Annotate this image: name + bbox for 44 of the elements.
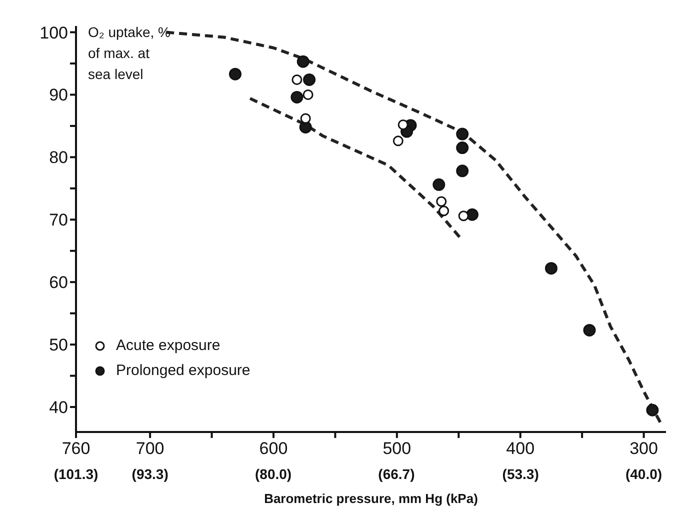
x2-tick-label: (80.0) (254, 466, 292, 482)
legend-label: Acute exposure (116, 336, 220, 356)
point (302, 89, 314, 100)
point (456, 142, 469, 154)
point (398, 119, 408, 130)
point (458, 210, 469, 222)
x-tick-label: 400 (506, 439, 535, 458)
x2-tick-label: (66.7) (378, 466, 415, 482)
x-tick-label: 760 (62, 439, 90, 458)
x2-tick-label: (53.3) (502, 466, 539, 482)
point (583, 324, 596, 336)
x-tick-label: 300 (630, 439, 658, 458)
point (432, 178, 446, 191)
y-tick-label: 90 (49, 86, 68, 105)
point (392, 136, 404, 146)
x2-tick-label: (101.3) (54, 466, 98, 482)
point (456, 128, 469, 140)
x2-tick-label: (93.3) (132, 466, 168, 482)
legend-label: Prolonged exposure (116, 361, 250, 381)
point (290, 90, 304, 104)
y-tick-label: 70 (49, 210, 68, 230)
x-axis-title: Barometric pressure, mm Hg (kPa) (264, 491, 478, 506)
point (646, 404, 659, 416)
point (436, 196, 447, 207)
point (228, 68, 242, 80)
point (456, 164, 469, 178)
y-tick-label: 80 (49, 148, 68, 168)
y-tick-label: 50 (49, 336, 68, 355)
point (303, 73, 316, 86)
point (292, 74, 302, 85)
y-axis-title: O₂ uptake, % of max. at sea level (88, 23, 172, 84)
point (544, 262, 558, 275)
point (438, 206, 450, 216)
y-tick-label: 100 (40, 23, 68, 42)
x-tick-label: 600 (259, 439, 288, 458)
x2-tick-label: (40.0) (625, 466, 662, 482)
point (299, 120, 312, 134)
point (300, 113, 311, 124)
y-tick-label: 60 (49, 273, 68, 292)
point (466, 208, 478, 221)
point (296, 55, 310, 68)
y-tick-label: 40 (49, 398, 68, 418)
x-tick-label: 700 (136, 439, 164, 458)
x-tick-label: 500 (382, 439, 412, 458)
